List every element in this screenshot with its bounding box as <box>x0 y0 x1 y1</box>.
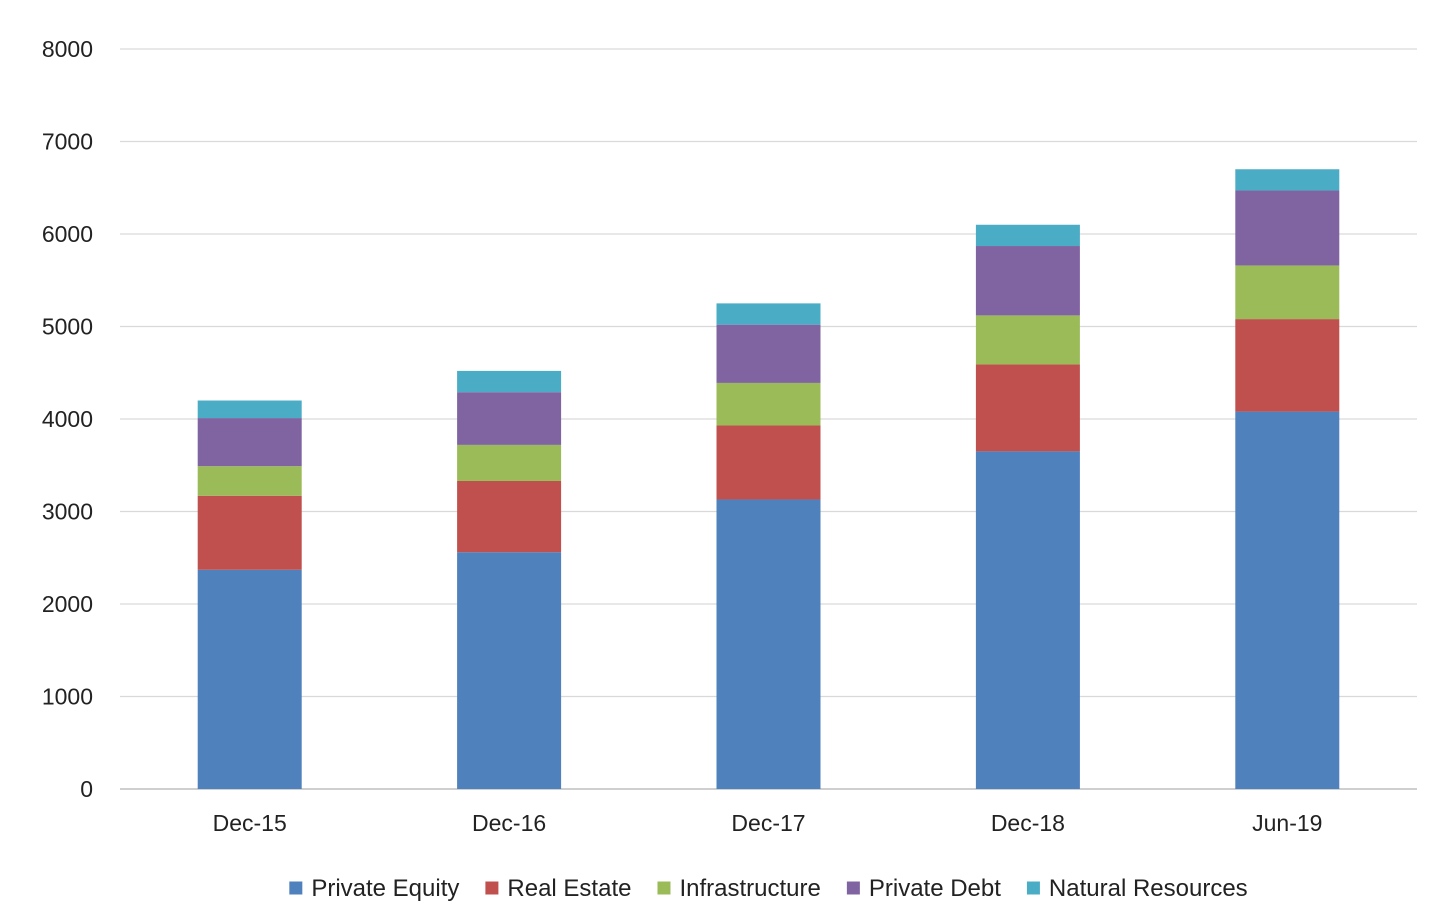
bar-segment-real-estate <box>457 480 562 553</box>
legend-item-natural-resources: Natural Resources <box>1026 875 1248 902</box>
bar-segment-real-estate <box>197 495 302 570</box>
bar-segment-infrastructure <box>716 382 821 426</box>
legend-item-real-estate: Real Estate <box>485 875 631 902</box>
legend-item-infrastructure: Infrastructure <box>657 875 821 902</box>
x-tick-label: Dec-17 <box>731 810 805 836</box>
legend-label: Private Debt <box>869 875 1001 902</box>
bar-segment-private-debt <box>975 246 1080 316</box>
y-tick-label: 8000 <box>42 36 93 62</box>
x-axis: Dec-15 Dec-16 Dec-17 Dec-18 Jun-19 <box>213 810 1323 836</box>
bar-segment-private-debt <box>1235 190 1340 266</box>
bar-segment-natural-resources <box>197 400 302 419</box>
y-tick-label: 7000 <box>42 129 93 155</box>
bar-segment-natural-resources <box>1235 169 1340 191</box>
x-tick-label: Dec-16 <box>472 810 546 836</box>
bar-segment-real-estate <box>1235 319 1340 412</box>
y-tick-label: 0 <box>80 776 93 802</box>
bar-segment-infrastructure <box>457 444 562 481</box>
legend-swatch <box>657 881 671 895</box>
y-tick-label: 6000 <box>42 221 93 247</box>
legend-label: Real Estate <box>507 875 631 902</box>
legend-item-private-equity: Private Equity <box>289 875 459 902</box>
legend: Private Equity Real Estate Infrastructure P… <box>289 875 1248 902</box>
y-tick-label: 4000 <box>42 406 93 432</box>
legend-swatch <box>289 881 303 895</box>
legend-item-private-debt: Private Debt <box>846 875 1001 902</box>
bar-segment-real-estate <box>716 425 821 500</box>
bar-segment-infrastructure <box>1235 265 1340 320</box>
bar-segment-private-equity <box>197 569 302 789</box>
y-tick-label: 1000 <box>42 684 93 710</box>
bar-segment-natural-resources <box>975 224 1080 247</box>
y-axis: 0 1000 2000 3000 4000 5000 6000 7000 8000 <box>42 36 93 802</box>
y-tick-label: 3000 <box>42 499 93 525</box>
bar-segment-private-equity <box>975 451 1080 789</box>
legend-label: Natural Resources <box>1049 875 1248 902</box>
legend-label: Private Equity <box>311 875 459 902</box>
y-tick-label: 2000 <box>42 591 93 617</box>
bar-segment-private-equity <box>457 552 562 789</box>
legend-swatch <box>1026 881 1040 895</box>
legend-label: Infrastructure <box>679 875 820 902</box>
bar-segment-infrastructure <box>975 315 1080 365</box>
bars <box>197 169 1340 789</box>
bar-segment-infrastructure <box>197 466 302 496</box>
x-tick-label: Dec-18 <box>991 810 1065 836</box>
bar-segment-private-debt <box>197 418 302 467</box>
y-tick-label: 5000 <box>42 314 93 340</box>
legend-swatch <box>846 881 860 895</box>
bar-segment-private-debt <box>457 392 562 445</box>
x-tick-label: Jun-19 <box>1252 810 1322 836</box>
x-tick-label: Dec-15 <box>213 810 287 836</box>
legend-swatch <box>485 881 499 895</box>
bar-segment-natural-resources <box>716 303 821 325</box>
bar-segment-private-equity <box>716 499 821 789</box>
bar-segment-private-equity <box>1235 411 1340 789</box>
bar-segment-natural-resources <box>457 370 562 393</box>
bar-segment-real-estate <box>975 364 1080 452</box>
bar-segment-private-debt <box>716 324 821 383</box>
